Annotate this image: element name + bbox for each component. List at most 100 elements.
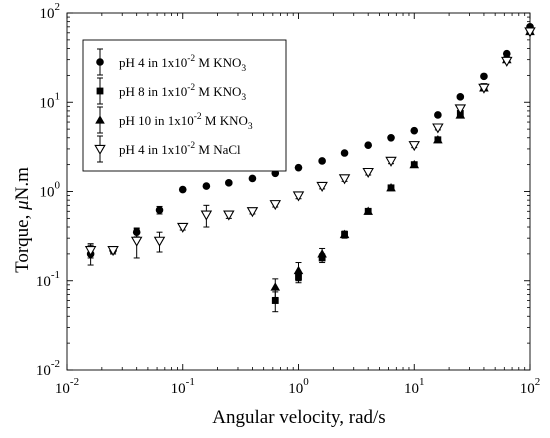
- data-point: [293, 265, 304, 275]
- y-tick-label-base: 10: [36, 363, 51, 379]
- data-point: [153, 236, 166, 247]
- data-point: [338, 174, 351, 185]
- data-point: [362, 167, 374, 178]
- data-point: [386, 183, 396, 192]
- y-tick-label-exp: -1: [51, 269, 60, 281]
- data-point: [456, 93, 465, 101]
- legend-label: pH 10 in 1x10-2 M KNO3: [119, 112, 253, 132]
- data-point: [410, 126, 419, 135]
- x-tick-label-base: 10: [171, 381, 186, 397]
- data-point: [178, 185, 187, 194]
- legend-label-tail: M KNO: [195, 84, 241, 99]
- data-point: [246, 207, 259, 218]
- y-tick-label-exp: 0: [55, 180, 61, 192]
- legend-label: pH 4 in 1x10-2 M KNO3: [119, 54, 246, 74]
- y-axis-label-unit: N.m: [12, 167, 33, 200]
- legend-label-main: pH 8 in 1x10: [119, 84, 187, 99]
- legend-box: [82, 39, 287, 172]
- x-tick-label-base: 10: [520, 381, 535, 397]
- y-tick-label: 102: [40, 1, 61, 22]
- data-point: [387, 133, 395, 142]
- data-point: [454, 104, 467, 115]
- y-tick-label: 100: [40, 180, 61, 201]
- legend-item: pH 10 in 1x10-2 M KNO3: [95, 106, 253, 134]
- y-tick-label: 101: [40, 90, 61, 111]
- data-point: [364, 141, 372, 150]
- legend-label: pH 8 in 1x10-2 M KNO3: [119, 83, 246, 103]
- legend-marker: [94, 144, 106, 155]
- x-tick-label-exp: 0: [303, 376, 309, 388]
- y-tick-label-base: 10: [40, 95, 55, 111]
- data-marks: [84, 23, 536, 313]
- x-tick-label-base: 10: [404, 381, 419, 397]
- data-point: [317, 249, 327, 258]
- y-tick-label-exp: 2: [55, 1, 61, 13]
- data-point: [385, 156, 397, 167]
- x-tick-label: 10-1: [171, 376, 195, 397]
- data-point: [130, 236, 143, 247]
- y-tick-label-base: 10: [40, 6, 55, 22]
- legend-item: pH 8 in 1x10-2 M KNO3: [96, 77, 246, 105]
- data-point: [433, 134, 443, 144]
- data-point: [434, 111, 442, 119]
- data-point: [409, 159, 420, 169]
- legend-label-sub: 3: [241, 93, 246, 103]
- x-tick-label-exp: 2: [535, 376, 541, 388]
- data-point: [316, 181, 328, 192]
- y-tick-label-exp: 1: [55, 90, 61, 102]
- data-point: [478, 83, 490, 94]
- data-point: [363, 206, 373, 215]
- data-point: [318, 157, 326, 165]
- legend-label-main: pH 4 in 1x10: [119, 142, 187, 157]
- data-point: [408, 141, 420, 152]
- y-axis-label-mu: μ: [12, 200, 33, 211]
- y-axis-label: Torque, μN.m: [12, 167, 33, 273]
- legend-label-tail: M KNO: [195, 55, 241, 70]
- y-axis-label-text: Torque,: [12, 210, 33, 273]
- legend-label-exp: -2: [187, 141, 195, 151]
- y-tick-label-base: 10: [40, 185, 55, 201]
- data-point: [271, 297, 279, 304]
- data-point: [339, 229, 350, 239]
- data-point: [269, 200, 282, 211]
- legend-item: pH 4 in 1x10-2 M KNO3: [96, 48, 246, 76]
- legend-label-tail: M KNO: [202, 113, 248, 128]
- data-point: [225, 179, 233, 187]
- x-tick-label: 10-2: [55, 376, 79, 397]
- x-tick-label: 100: [288, 376, 309, 397]
- legend-marker: [96, 58, 104, 66]
- legend-item: pH 4 in 1x10-2 M NaCl: [94, 135, 241, 163]
- x-tick-label-base: 10: [288, 381, 303, 397]
- legend-marker: [96, 87, 104, 95]
- data-point: [270, 282, 281, 291]
- legend-label-main: pH 10 in 1x10: [119, 113, 194, 128]
- y-tick-label: 10-2: [36, 358, 60, 379]
- y-tick-label-exp: -2: [51, 358, 60, 370]
- data-point: [480, 72, 488, 81]
- y-tick-label-base: 10: [36, 274, 51, 290]
- data-point: [107, 246, 119, 257]
- data-point: [177, 222, 189, 233]
- data-point: [292, 191, 305, 202]
- legend-label-sub: 3: [248, 122, 253, 132]
- x-axis-label: Angular velocity, rad/s: [212, 407, 385, 428]
- data-point: [248, 174, 257, 183]
- data-point: [502, 49, 511, 58]
- data-point: [294, 163, 303, 172]
- data-point: [84, 246, 97, 257]
- legend-marker: [95, 115, 105, 124]
- legend-label-exp: -2: [187, 54, 195, 64]
- data-point: [223, 210, 235, 221]
- x-tick-label: 102: [520, 376, 541, 397]
- x-tick-label-exp: 1: [419, 376, 425, 388]
- data-point: [202, 182, 211, 190]
- data-point: [432, 123, 444, 134]
- legend-label-tail: M NaCl: [195, 142, 241, 157]
- legend-label-sub: 3: [241, 64, 246, 74]
- legend-label-main: pH 4 in 1x10: [119, 55, 187, 70]
- data-point: [340, 149, 349, 157]
- data-point: [200, 210, 213, 221]
